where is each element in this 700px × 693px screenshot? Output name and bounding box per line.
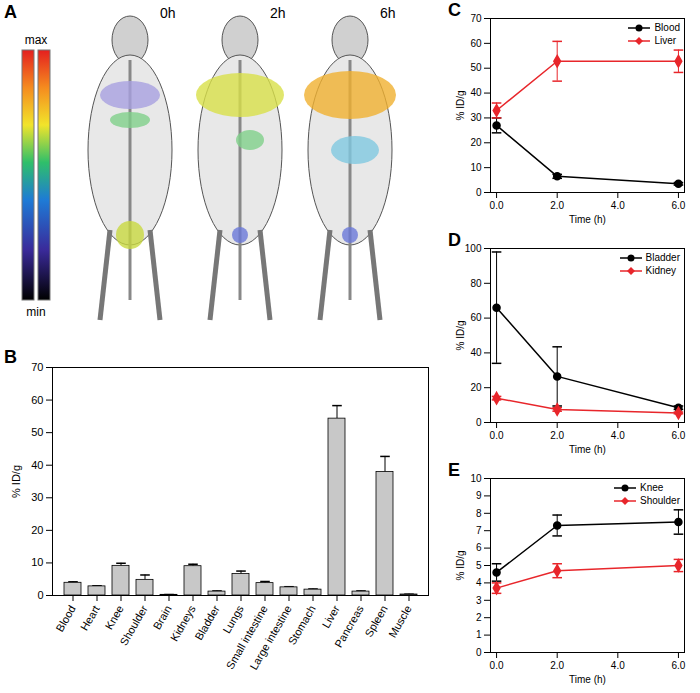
svg-text:Time (h): Time (h): [569, 214, 606, 225]
html-text:Shoulder: Shoulder: [640, 495, 680, 506]
html-text:D: D: [448, 230, 461, 250]
svg-text:max: max: [25, 33, 48, 47]
svg-text:40: 40: [470, 347, 482, 358]
svg-text:30: 30: [31, 491, 43, 503]
svg-text:6: 6: [476, 542, 482, 553]
svg-text:60: 60: [31, 394, 43, 406]
svg-text:Shoulder: Shoulder: [117, 603, 150, 647]
svg-text:10: 10: [470, 162, 482, 173]
svg-text:Time (h): Time (h): [569, 444, 606, 455]
svg-text:100: 100: [465, 243, 482, 254]
html-text:Bladder: Bladder: [645, 252, 680, 263]
svg-text:0: 0: [476, 647, 482, 658]
svg-text:60: 60: [470, 38, 482, 49]
svg-text:8: 8: [476, 508, 482, 519]
svg-text:10: 10: [470, 473, 482, 484]
svg-text:6.0: 6.0: [671, 660, 685, 671]
svg-text:4.0: 4.0: [611, 660, 625, 671]
svg-text:5: 5: [476, 560, 482, 571]
html-text:Knee: Knee: [640, 482, 664, 493]
svg-text:2.0: 2.0: [550, 200, 564, 211]
svg-text:Stomach: Stomach: [286, 603, 318, 647]
svg-text:2.0: 2.0: [550, 660, 564, 671]
svg-text:6.0: 6.0: [671, 200, 685, 211]
svg-text:0h: 0h: [160, 5, 176, 21]
svg-text:20: 20: [470, 137, 482, 148]
svg-text:Lungs: Lungs: [220, 603, 246, 635]
svg-text:% ID/g: % ID/g: [10, 465, 22, 498]
svg-text:70: 70: [470, 13, 482, 24]
svg-text:50: 50: [31, 426, 43, 438]
svg-text:4.0: 4.0: [611, 200, 625, 211]
svg-text:6.0: 6.0: [671, 430, 685, 441]
html-text:Blood: Blood: [654, 22, 680, 33]
svg-text:Spleen: Spleen: [362, 603, 390, 639]
svg-text:3: 3: [476, 595, 482, 606]
html-text:E: E: [448, 460, 460, 480]
svg-text:Pancreas: Pancreas: [332, 603, 366, 650]
svg-text:60: 60: [470, 312, 482, 323]
svg-text:Large intestine: Large intestine: [247, 603, 294, 672]
svg-text:70: 70: [31, 361, 43, 373]
svg-text:1: 1: [476, 629, 482, 640]
svg-text:80: 80: [470, 278, 482, 289]
svg-text:% ID/g: % ID/g: [455, 90, 466, 120]
svg-text:0: 0: [476, 417, 482, 428]
svg-text:20: 20: [470, 382, 482, 393]
html-text:Kidney: Kidney: [645, 265, 677, 276]
svg-text:2h: 2h: [270, 5, 286, 21]
svg-text:Brain: Brain: [151, 603, 174, 631]
svg-text:Kidneys: Kidneys: [167, 603, 198, 644]
svg-text:Bladder: Bladder: [192, 603, 222, 642]
svg-text:Blood: Blood: [53, 603, 77, 633]
svg-text:% ID/g: % ID/g: [455, 320, 466, 350]
svg-text:Knee: Knee: [103, 603, 126, 631]
svg-text:Muscle: Muscle: [386, 603, 414, 639]
svg-text:40: 40: [31, 459, 43, 471]
svg-text:30: 30: [470, 112, 482, 123]
svg-text:50: 50: [470, 62, 482, 73]
svg-text:7: 7: [476, 525, 482, 536]
svg-text:min: min: [26, 305, 45, 319]
svg-text:0: 0: [476, 187, 482, 198]
svg-text:9: 9: [476, 490, 482, 501]
svg-text:Heart: Heart: [78, 603, 102, 632]
svg-text:0.0: 0.0: [490, 430, 504, 441]
svg-text:0.0: 0.0: [490, 200, 504, 211]
svg-text:2.0: 2.0: [550, 430, 564, 441]
svg-text:4: 4: [476, 577, 482, 588]
svg-text:Small intestine: Small intestine: [223, 603, 270, 672]
svg-text:0: 0: [37, 589, 43, 601]
svg-text:40: 40: [470, 87, 482, 98]
svg-text:10: 10: [31, 556, 43, 568]
svg-text:2: 2: [476, 612, 482, 623]
html-text:C: C: [448, 0, 461, 20]
svg-text:4.0: 4.0: [611, 430, 625, 441]
html-text:B: B: [4, 347, 17, 367]
svg-text:6h: 6h: [380, 5, 396, 21]
svg-text:0.0: 0.0: [490, 660, 504, 671]
svg-text:20: 20: [31, 524, 43, 536]
svg-text:Liver: Liver: [319, 603, 341, 630]
html-text:A: A: [4, 2, 17, 22]
svg-text:% ID/g: % ID/g: [455, 550, 466, 580]
svg-text:Time (h): Time (h): [569, 674, 606, 685]
html-text:Liver: Liver: [654, 35, 677, 46]
